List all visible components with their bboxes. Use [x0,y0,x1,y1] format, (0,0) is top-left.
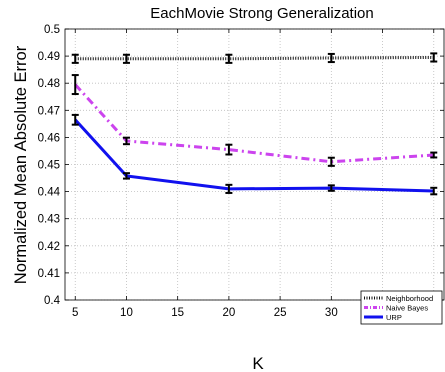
y-tick-label: 0.45 [38,160,60,172]
chart-title: EachMovie Strong Generalization [150,5,373,22]
x-tick-label: 10 [120,307,133,319]
y-axis-label: Normalized Mean Absolute Error [12,45,30,284]
x-tick-label: 20 [222,307,235,319]
x-tick-label: 25 [274,307,287,319]
series-urp [71,113,438,196]
x-tick-label: 5 [72,307,78,319]
error-bar-urp [327,184,335,192]
ticks: 5101520253035400.40.410.420.430.440.450.… [38,24,444,319]
error-bar-neighborhood [430,52,438,63]
legend-label-naive-bayes: Naive Bayes [386,304,428,313]
legend-label-neighborhood: Neighborhood [386,294,433,303]
error-bar-urp [122,172,130,180]
y-tick-label: 0.46 [38,132,60,144]
error-bar-neighborhood [71,53,79,64]
y-tick-label: 0.4 [44,295,61,307]
error-bar-urp [430,186,438,196]
y-tick-label: 0.49 [38,51,60,63]
x-tick-label: 15 [171,307,184,319]
x-axis-label: K [252,354,264,372]
y-tick-label: 0.42 [38,241,60,253]
y-tick-label: 0.44 [38,187,61,199]
y-tick-label: 0.43 [38,214,60,226]
y-tick-label: 0.48 [38,78,60,90]
error-bar-neighborhood [225,53,233,64]
y-tick-label: 0.5 [44,24,60,36]
error-bar-urp [225,183,233,194]
error-bar-naive-bayes [71,74,79,96]
series-line-neighborhood [75,55,434,61]
error-bar-urp [71,113,79,126]
series-naive-bayes [71,74,438,167]
y-tick-label: 0.41 [38,268,60,280]
series-neighborhood [71,52,438,64]
error-bar-naive-bayes [122,136,130,146]
error-bar-neighborhood [327,52,335,64]
y-tick-label: 0.47 [38,105,60,117]
legend-label-urp: URP [386,313,402,322]
x-tick-label: 30 [325,307,338,319]
series-layer [71,52,438,196]
error-bar-neighborhood [122,53,130,64]
error-bar-naive-bayes [327,156,335,167]
error-bar-naive-bayes [225,143,233,156]
error-bar-naive-bayes [430,151,438,159]
